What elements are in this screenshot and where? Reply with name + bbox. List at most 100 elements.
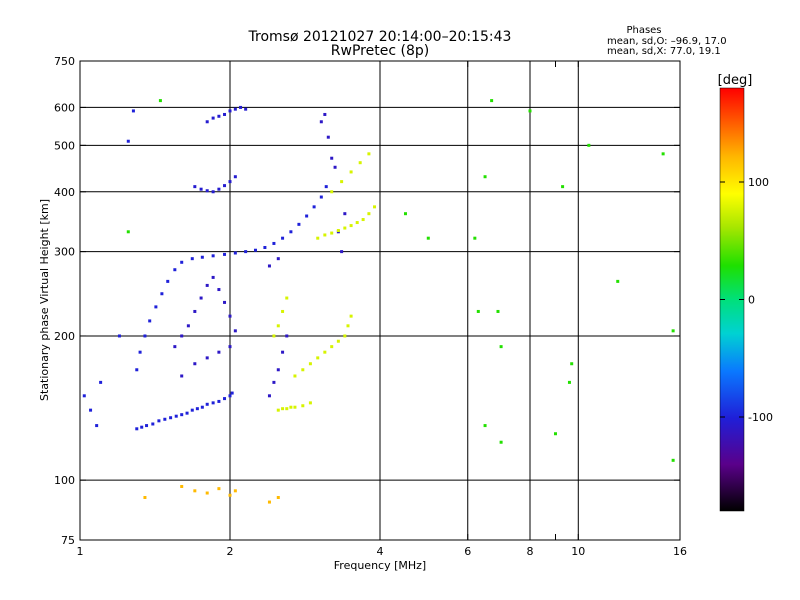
echo-point [233, 251, 237, 255]
echo-point [223, 184, 227, 188]
echo-point [343, 226, 347, 230]
echo-point [267, 394, 271, 398]
echo-point [276, 324, 280, 328]
echo-point [570, 362, 574, 366]
echo-point [316, 236, 320, 240]
colorbar-tick-label: -100 [748, 411, 773, 424]
echo-point [217, 288, 221, 292]
echo-point [285, 296, 289, 300]
echo-point [211, 116, 215, 120]
echo-point [228, 180, 232, 184]
echo-point [135, 368, 139, 372]
echo-point [185, 411, 189, 415]
echo-point [228, 345, 232, 349]
echo-point [233, 107, 237, 111]
echo-point [228, 493, 232, 497]
echo-point [308, 362, 312, 366]
x-tick-labels: 1 2 4 6 8 10 16 [77, 545, 688, 558]
colorbar-label: [deg] [718, 73, 753, 88]
echo-point [199, 187, 203, 191]
echo-point [233, 489, 237, 493]
y-tick-label: 75 [61, 534, 75, 547]
y-tick-label: 300 [54, 246, 75, 259]
echo-point [89, 408, 93, 412]
echo-point [205, 402, 209, 406]
echo-point [205, 189, 209, 193]
echo-point [490, 99, 494, 103]
echo-point [297, 222, 301, 226]
x-tick-label: 8 [527, 545, 534, 558]
echo-point [263, 245, 267, 249]
echo-point [217, 399, 221, 403]
echo-point [190, 257, 194, 261]
echo-point [230, 391, 234, 395]
echo-point [158, 99, 162, 103]
echo-point [143, 334, 147, 338]
echo-point [233, 329, 237, 333]
echo-point [180, 413, 184, 417]
echo-point [340, 250, 344, 254]
echo-point [373, 205, 377, 209]
echo-point [499, 345, 503, 349]
echo-point [276, 368, 280, 372]
y-tick-label: 200 [54, 330, 75, 343]
echo-point [217, 350, 221, 354]
echo-point [173, 268, 177, 272]
y-tick-label: 750 [54, 55, 75, 68]
echo-point [205, 283, 209, 287]
chart-title: Tromsø 20121027 20:14:00–20:15:43 [248, 29, 512, 45]
echo-point [193, 309, 197, 313]
echo-point [126, 139, 130, 143]
echo-point [186, 324, 190, 328]
echo-point [217, 187, 221, 191]
echo-point [205, 491, 209, 495]
echo-point [228, 394, 232, 398]
echo-point [217, 114, 221, 118]
echo-point [293, 374, 297, 378]
echo-point [336, 339, 340, 343]
x-axis-label: Frequency [MHz] [334, 559, 426, 572]
echo-point [135, 427, 139, 431]
echo-point [312, 205, 316, 209]
echo-point [367, 152, 371, 156]
echo-point [211, 254, 215, 258]
echo-point [223, 112, 227, 116]
echo-point [173, 345, 177, 349]
colorbar-tick-label: 0 [748, 294, 755, 307]
echo-point [308, 401, 312, 405]
echo-point [148, 319, 152, 323]
echo-point [276, 408, 280, 412]
echo-point [99, 380, 103, 384]
echo-point [193, 185, 197, 189]
echo-point [223, 300, 227, 304]
echo-point [151, 422, 155, 426]
echo-point [211, 401, 215, 405]
echo-point [361, 218, 365, 222]
echo-point [336, 229, 340, 233]
x-tick-label: 16 [673, 545, 687, 558]
echo-point [253, 248, 257, 252]
echo-point [195, 407, 199, 411]
echo-point [367, 212, 371, 216]
echo-point [160, 292, 164, 296]
echo-point [340, 180, 344, 184]
echo-point [319, 120, 323, 124]
echo-point [316, 356, 320, 360]
echo-point [567, 380, 571, 384]
echo-point [528, 109, 532, 113]
echo-point [166, 279, 170, 283]
echo-point [131, 109, 135, 113]
echo-point [223, 252, 227, 256]
echo-point [561, 185, 565, 189]
echo-point [267, 264, 271, 268]
echo-point [671, 458, 675, 462]
echo-point [323, 112, 327, 116]
echo-point [211, 275, 215, 279]
echo-point [483, 175, 487, 179]
echo-point [233, 175, 237, 179]
echo-point [349, 314, 353, 318]
echo-point [169, 416, 173, 420]
grid-lines [80, 61, 680, 540]
echo-point [205, 120, 209, 124]
echo-point [358, 161, 362, 165]
